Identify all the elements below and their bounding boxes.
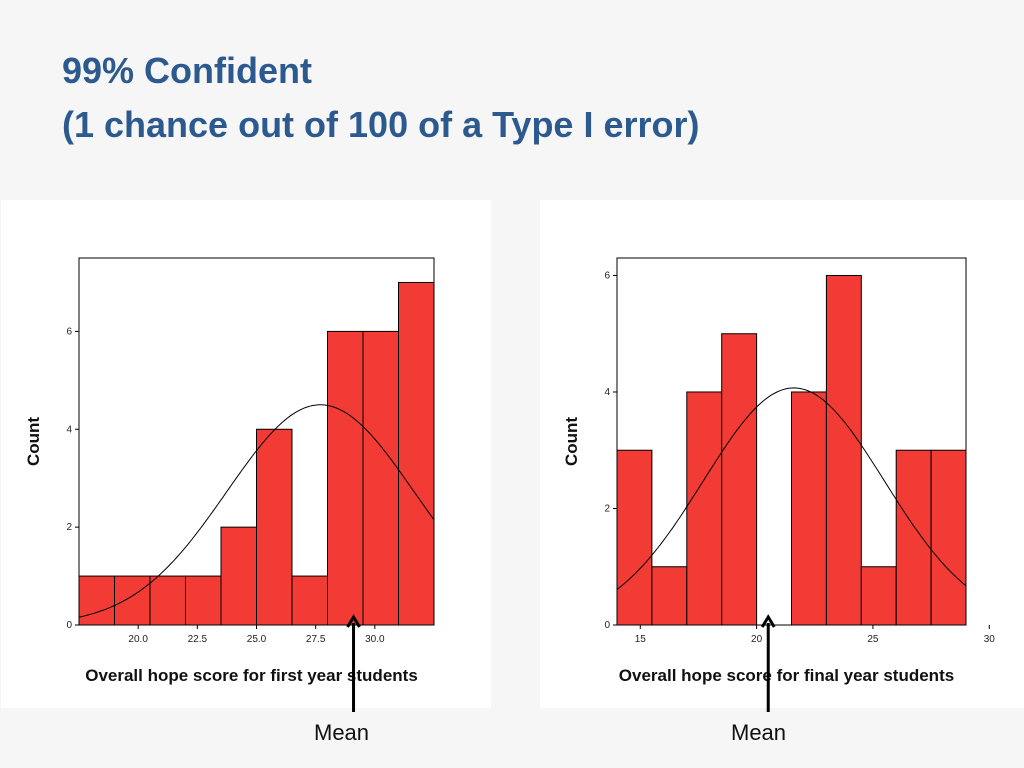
first-year-xtick-label-3: 27.5 <box>306 634 326 645</box>
final-year-bar-2 <box>686 391 723 626</box>
mean-label-final-year: Mean <box>731 720 787 745</box>
final-year-bar-3 <box>721 333 758 626</box>
final-year-plot-frame <box>616 257 967 626</box>
first-year-ytick-label-0: 0 <box>66 620 72 631</box>
first-year-ytick-label-3: 6 <box>66 326 72 337</box>
chart-panel-final-year: 0 2 4 6 15 20 25 30 Overall hope score for final… <box>540 200 1024 708</box>
chart-panel-first-year: 0 2 4 6 20.0 22.5 25.0 27.5 30.0 Overall hope sco… <box>1 200 491 708</box>
first-year-bar-2 <box>149 575 186 626</box>
first-year-y-axis-title: Count <box>24 417 43 466</box>
first-year-bar-6 <box>291 575 328 626</box>
final-year-xtick-label-2: 25 <box>867 634 879 645</box>
mean-label-first-year: Mean <box>314 720 370 745</box>
final-year-bar-6 <box>825 274 862 626</box>
first-year-ytick-label-2: 4 <box>66 424 72 435</box>
final-year-xtick-label-3: 30 <box>984 634 996 645</box>
final-year-x-axis-title: Overall hope score for final year studen… <box>619 666 954 685</box>
slide-title: 99% Confident (1 chance out of 100 of a … <box>62 44 700 152</box>
final-year-ytick-label-2: 4 <box>604 387 610 398</box>
final-year-xtick-label-1: 20 <box>751 634 763 645</box>
first-year-normal-curve <box>78 404 435 618</box>
first-year-bar-5 <box>256 428 293 626</box>
final-year-y-axis-title: Count <box>562 417 581 466</box>
final-year-ytick-label-0: 0 <box>604 620 610 631</box>
final-year-bar-5 <box>791 391 827 626</box>
first-year-bar-8 <box>362 330 399 626</box>
slide-title-line2: (1 chance out of 100 of a Type I error) <box>62 104 700 145</box>
histogram-first-year: 0 2 4 6 20.0 22.5 25.0 27.5 30.0 Overall hope sco… <box>24 257 435 685</box>
final-year-normal-curve <box>616 387 967 590</box>
first-year-bar-0 <box>78 575 115 626</box>
final-year-bar-1 <box>651 566 688 626</box>
first-year-x-axis-title: Overall hope score for first year studen… <box>85 666 418 685</box>
final-year-bar-7 <box>860 566 897 626</box>
final-year-bar-8 <box>895 449 932 626</box>
first-year-bar-7 <box>327 330 364 626</box>
first-year-bar-9 <box>398 281 435 626</box>
first-year-bar-3 <box>185 575 222 626</box>
final-year-ytick-label-1: 2 <box>604 503 610 514</box>
final-year-xtick-label-0: 15 <box>635 634 647 645</box>
first-year-ytick-label-1: 2 <box>66 522 72 533</box>
first-year-xtick-label-4: 30.0 <box>365 634 385 645</box>
final-year-bar-0 <box>616 449 653 626</box>
slide-title-line1: 99% Confident <box>62 50 313 91</box>
first-year-xtick-label-2: 25.0 <box>247 634 267 645</box>
final-year-bar-9 <box>930 449 967 626</box>
final-year-ytick-label-3: 6 <box>604 270 610 281</box>
first-year-bar-4 <box>220 526 257 626</box>
first-year-xtick-label-1: 22.5 <box>188 634 208 645</box>
first-year-bar-1 <box>114 575 151 626</box>
first-year-xtick-label-0: 20.0 <box>128 634 148 645</box>
histogram-final-year: 0 2 4 6 15 20 25 30 Overall hope score for final… <box>562 257 996 685</box>
